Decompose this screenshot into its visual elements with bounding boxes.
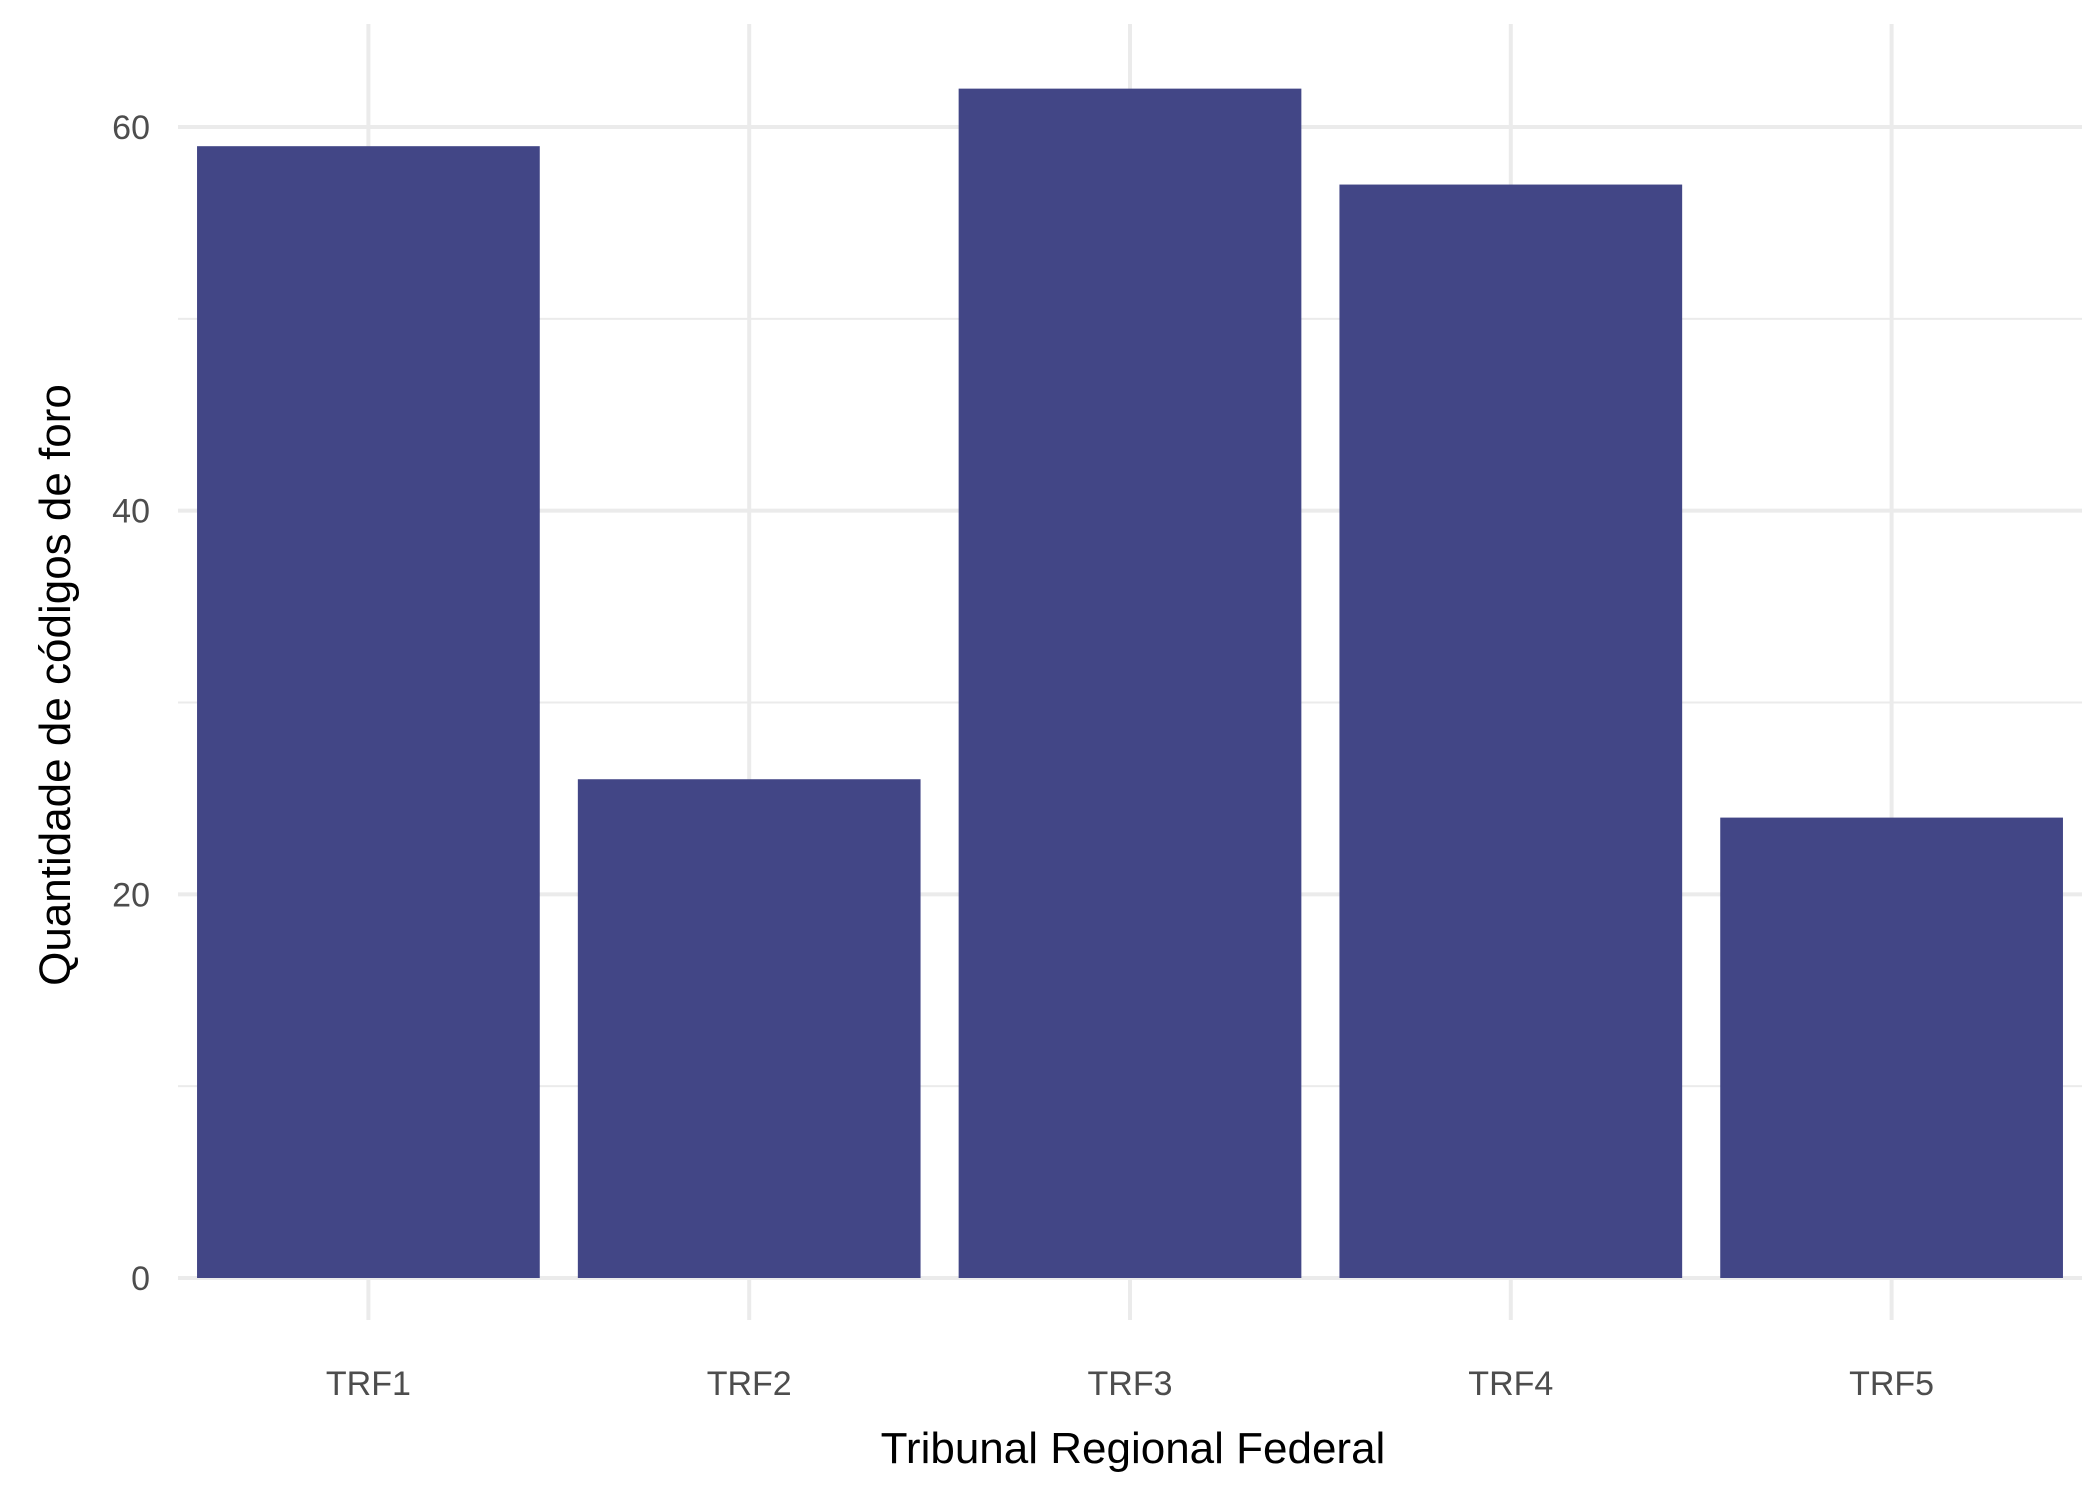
x-axis-title: Tribunal Regional Federal <box>881 1424 1386 1473</box>
y-tick-label: 60 <box>112 109 150 147</box>
bar-trf2 <box>577 779 921 1278</box>
bar-trf5 <box>1720 817 2063 1278</box>
x-tick-label: TRF4 <box>1468 1365 1553 1403</box>
y-tick-label: 40 <box>112 493 150 531</box>
y-tick-labels: 0 20 40 60 <box>112 109 150 1298</box>
bar-trf3 <box>958 88 1302 1279</box>
bar-trf1 <box>197 146 540 1278</box>
y-tick-label: 20 <box>112 876 150 914</box>
bar-trf4 <box>1339 184 1683 1278</box>
y-axis-title: Quantidade de códigos de foro <box>31 384 80 986</box>
x-tick-label: TRF1 <box>326 1365 411 1403</box>
bars <box>197 88 2063 1279</box>
y-tick-label: 0 <box>131 1260 150 1298</box>
x-tick-label: TRF3 <box>1088 1365 1173 1403</box>
x-tick-label: TRF2 <box>707 1365 792 1403</box>
x-tick-labels: TRF1 TRF2 TRF3 TRF4 TRF5 <box>326 1365 1934 1403</box>
x-tick-label: TRF5 <box>1849 1365 1934 1403</box>
